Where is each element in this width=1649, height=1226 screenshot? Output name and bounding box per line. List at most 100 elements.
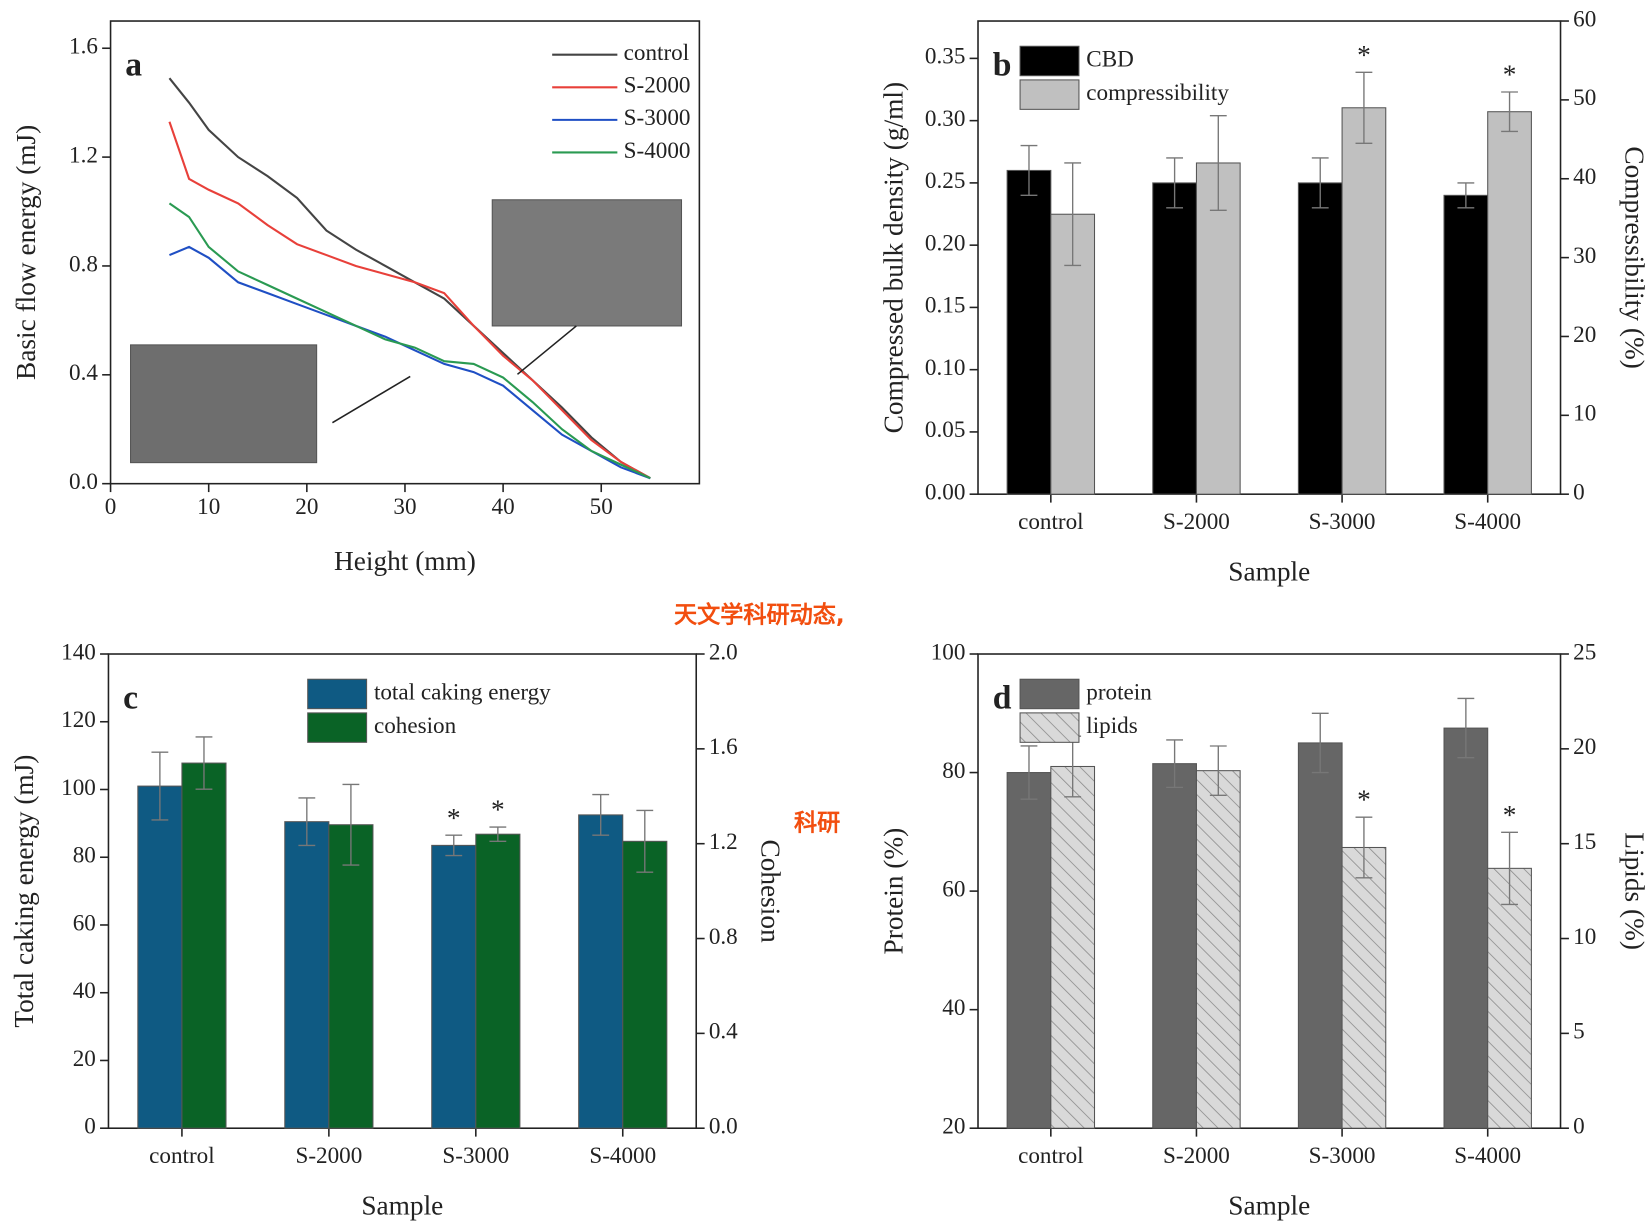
legend-label: S-2000	[624, 73, 691, 99]
x-tick-label: S-3000	[1309, 509, 1376, 535]
y-tick-label: 0.20	[925, 230, 965, 256]
y-tick-label: 0	[84, 1114, 96, 1140]
y-tick-label: 20	[73, 1046, 96, 1072]
significance-marker: *	[491, 795, 505, 825]
bar	[475, 833, 521, 1129]
y-tick-label: 80	[73, 843, 96, 869]
y-tick-label: 80	[942, 758, 965, 784]
error-bar	[195, 736, 213, 790]
y-axis-label: Protein (%)	[878, 828, 908, 955]
significance-marker: *	[1357, 40, 1371, 70]
y-tick-label: 20	[942, 1114, 965, 1140]
legend-label: protein	[1086, 679, 1152, 705]
error-bar	[1311, 157, 1329, 209]
legend-swatch	[1019, 712, 1080, 743]
error-bar	[1311, 712, 1329, 774]
x-axis-label: Sample	[361, 1190, 443, 1220]
panel-label: a	[125, 47, 142, 84]
error-bar	[1355, 816, 1373, 879]
y2-tick-label: 25	[1573, 639, 1596, 665]
legend-label: S-3000	[624, 105, 691, 131]
y2-tick-label: 0.4	[709, 1019, 738, 1045]
bar	[578, 814, 624, 1129]
legend-label: total caking energy	[374, 679, 551, 705]
bar	[622, 840, 668, 1129]
y2-axis-label: Lipids (%)	[1620, 832, 1649, 950]
y2-tick-label: 30	[1573, 243, 1596, 269]
bar	[284, 821, 330, 1129]
bar	[1487, 867, 1532, 1129]
x-tick-label: S-2000	[1163, 1143, 1230, 1169]
overlay-text: 天文学科研动态,	[674, 601, 845, 628]
x-axis-label: Sample	[1228, 1190, 1310, 1220]
y-tick-label: 1.6	[69, 34, 98, 60]
x-tick-label: 30	[393, 494, 416, 520]
legend-swatch	[1019, 79, 1080, 110]
data-line	[168, 121, 651, 480]
y2-tick-label: 1.6	[709, 734, 738, 760]
y2-tick-label: 40	[1573, 164, 1596, 190]
legend-label: compressibility	[1086, 80, 1229, 106]
significance-marker: *	[1503, 60, 1517, 90]
x-tick-label: 40	[492, 494, 515, 520]
y-tick-label: 60	[942, 876, 965, 902]
x-tick-label: 20	[295, 494, 318, 520]
sem-image	[491, 199, 683, 327]
y-tick-label: 0.05	[925, 417, 965, 443]
error-bar	[298, 797, 316, 847]
significance-marker: *	[447, 803, 461, 833]
y-tick-label: 0.15	[925, 293, 965, 319]
y-tick-label: 1.2	[69, 142, 98, 168]
bar	[1152, 763, 1197, 1129]
bar	[1297, 742, 1343, 1129]
legend-label: control	[624, 40, 690, 66]
y-tick-label: 100	[931, 639, 966, 665]
x-tick-label: control	[149, 1143, 215, 1169]
error-bar	[151, 751, 169, 821]
error-bar	[1501, 831, 1518, 906]
y2-tick-label: 1.2	[709, 829, 738, 855]
y2-tick-label: 0	[1573, 1114, 1585, 1140]
y-axis-label: Basic flow energy (mJ)	[11, 125, 41, 380]
legend-label: CBD	[1086, 46, 1134, 72]
x-tick-label: S-2000	[295, 1143, 362, 1169]
sem-image	[130, 344, 318, 464]
x-tick-label: S-3000	[442, 1143, 509, 1169]
y2-tick-label: 60	[1573, 6, 1596, 32]
y-tick-label: 0.30	[925, 106, 965, 132]
bar	[1152, 182, 1197, 495]
bar	[1006, 169, 1052, 495]
y-tick-label: 140	[61, 639, 96, 665]
y-tick-label: 120	[61, 707, 96, 733]
legend-label: cohesion	[374, 713, 457, 739]
bar	[137, 785, 183, 1129]
x-tick-label: control	[1018, 509, 1084, 535]
legend-label: lipids	[1086, 713, 1137, 739]
arrow	[516, 325, 577, 375]
y2-tick-label: 0	[1573, 479, 1585, 505]
x-tick-label: S-2000	[1163, 509, 1230, 535]
error-bar	[1166, 739, 1184, 789]
data-line	[168, 202, 651, 480]
arrow	[332, 375, 411, 424]
error-bar	[1355, 71, 1373, 144]
legend-swatch	[1019, 45, 1080, 77]
bar	[181, 762, 227, 1129]
legend-swatch	[307, 678, 368, 710]
x-axis-label: Sample	[1228, 556, 1310, 586]
error-bar	[342, 783, 360, 866]
overlay-text: 科研	[794, 811, 840, 837]
y-tick-label: 0.0	[69, 469, 98, 495]
y2-tick-label: 5	[1573, 1019, 1585, 1045]
y2-tick-label: 0.0	[709, 1114, 738, 1140]
bar	[1341, 107, 1387, 495]
error-bar	[1501, 91, 1518, 133]
y2-tick-label: 10	[1573, 401, 1596, 427]
y2-tick-label: 0.8	[709, 924, 738, 950]
error-bar	[1064, 162, 1082, 267]
y-tick-label: 0.8	[69, 251, 98, 277]
plot-frame	[107, 653, 698, 1130]
bar	[1297, 182, 1343, 495]
x-tick-label: 50	[590, 494, 613, 520]
y2-tick-label: 15	[1573, 829, 1596, 855]
